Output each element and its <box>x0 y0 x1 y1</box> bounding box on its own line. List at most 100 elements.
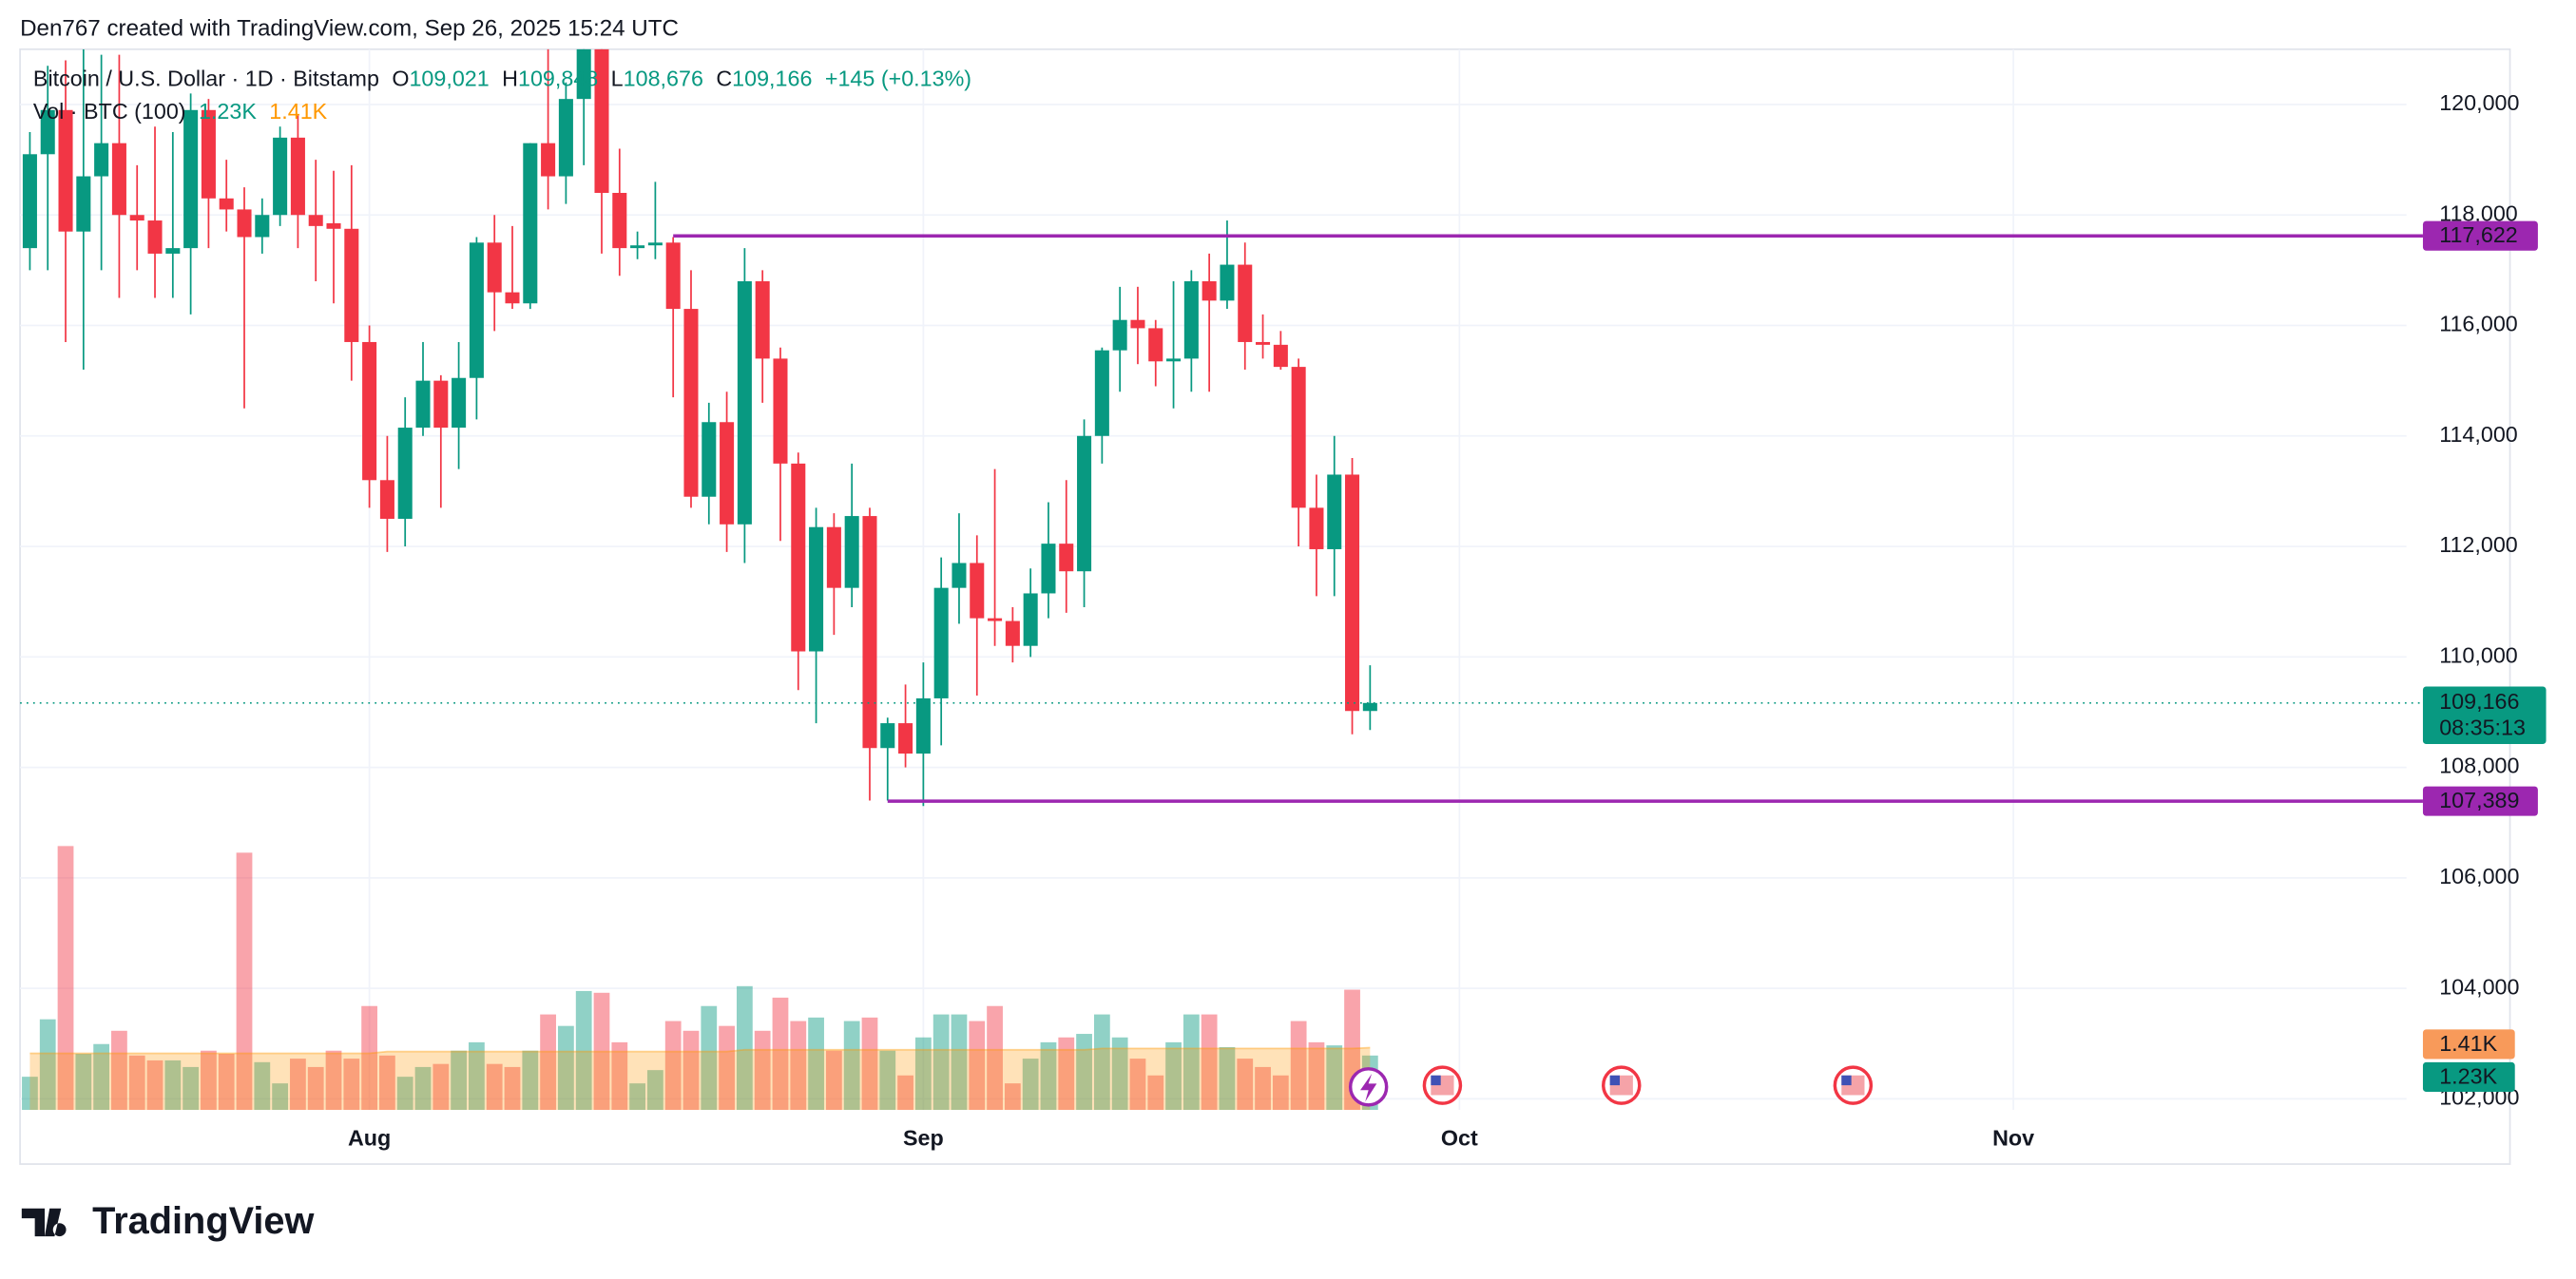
volume-bar <box>1308 1041 1325 1111</box>
candle-body <box>433 380 449 429</box>
volume-bar <box>183 1066 200 1111</box>
candle-body <box>594 48 609 193</box>
level-label-bg <box>2422 220 2538 251</box>
us-flag[interactable] <box>1422 1065 1463 1105</box>
candle-body <box>988 618 1003 621</box>
volume-ma: 1.41K <box>269 99 327 124</box>
level-label: 107,389 <box>2439 788 2519 812</box>
candle-body <box>1077 435 1092 572</box>
event-icons <box>1348 1065 1874 1107</box>
candle-body <box>970 563 985 619</box>
volume-bar <box>396 1077 413 1111</box>
level-label: 117,622 <box>2439 222 2518 247</box>
x-tick-label: Oct <box>1441 1125 1478 1150</box>
candle-body <box>612 192 627 249</box>
volume-bar <box>575 990 592 1111</box>
volume-bar <box>737 985 753 1111</box>
y-tick-label: 112,000 <box>2439 532 2518 557</box>
volume-bar <box>486 1063 503 1111</box>
candle-body <box>826 526 841 588</box>
volume-bar <box>379 1055 395 1111</box>
legend-c: C <box>716 67 732 91</box>
candle-body <box>915 697 931 754</box>
candle-body <box>1094 350 1109 436</box>
candle-body <box>415 380 431 429</box>
volume-bar <box>343 1059 360 1111</box>
candle-body <box>702 422 717 497</box>
volume-bar <box>39 1019 56 1111</box>
volume-label: 1.23K <box>2439 1063 2497 1088</box>
candle-body <box>1112 319 1127 351</box>
volume-bar <box>218 1053 235 1111</box>
brand: TradingView <box>21 1200 315 1242</box>
volume-bar <box>754 1030 771 1111</box>
y-tick-label: 120,000 <box>2439 90 2519 115</box>
candle-body <box>737 281 752 525</box>
volume-bar <box>1093 1014 1110 1111</box>
candle-body <box>952 563 967 588</box>
candle-body <box>344 228 359 342</box>
candle-body <box>40 109 55 155</box>
x-tick-label: Aug <box>348 1125 391 1150</box>
credit: Den767 created with TradingView.com, Sep… <box>20 15 679 41</box>
candles <box>22 48 1377 807</box>
candle-body <box>665 242 681 310</box>
last-price-label: 109,166 <box>2439 689 2519 714</box>
volume-ma-line <box>29 1046 1371 1055</box>
volume-bar <box>1272 1075 1289 1111</box>
y-tick-label: 104,000 <box>2439 974 2519 999</box>
volume-bar <box>861 1017 878 1111</box>
volume-bar <box>504 1066 521 1111</box>
candle-body <box>1327 474 1342 549</box>
volume-bar <box>1219 1046 1236 1111</box>
candle-body <box>558 99 573 177</box>
candle-body <box>1291 367 1306 508</box>
volume-bar <box>146 1059 163 1111</box>
volume-bar <box>325 1050 342 1111</box>
volume-bar <box>75 1053 92 1111</box>
x-tick-label: Nov <box>1992 1125 2034 1150</box>
candle-body <box>755 281 770 359</box>
candle-body <box>630 245 645 249</box>
volume-bar <box>111 1030 127 1111</box>
volume-bar <box>611 1041 628 1111</box>
volume-bar <box>664 1021 682 1111</box>
candle-body <box>22 154 37 249</box>
volume-bar <box>593 992 610 1111</box>
us-flag[interactable] <box>1602 1065 1642 1105</box>
volume-bar <box>164 1059 182 1111</box>
volume-bar <box>1165 1041 1182 1111</box>
volume-bar <box>414 1066 432 1111</box>
legend-h: H <box>502 67 518 91</box>
volume-bar <box>433 1063 450 1111</box>
volume-bar <box>719 1025 735 1111</box>
candle-body <box>58 109 73 232</box>
candle-body <box>362 341 377 481</box>
us-flag[interactable] <box>1833 1065 1874 1105</box>
volume-bar <box>558 1025 574 1111</box>
candle-body <box>720 422 735 525</box>
volume-bar <box>932 1014 950 1111</box>
legend-open: 109,021 <box>409 67 489 91</box>
candle-body <box>201 109 216 199</box>
candle-body <box>880 723 895 749</box>
candle-body <box>147 220 163 254</box>
candle-body <box>1201 281 1217 301</box>
volume-ma-label-bg <box>2422 1029 2515 1059</box>
legend: Bitcoin / U.S. Dollar · 1D · Bitstamp O1… <box>33 67 971 91</box>
volume-bar <box>93 1043 110 1111</box>
candle-body <box>255 215 270 238</box>
volume-current: 1.23K <box>199 99 257 124</box>
volume-bar <box>1237 1059 1254 1111</box>
candle-body <box>1256 341 1271 345</box>
candle-body <box>487 242 502 293</box>
brand-name: TradingView <box>92 1200 314 1242</box>
y-tick-label: 110,000 <box>2439 642 2518 667</box>
volume-bar <box>1111 1037 1128 1111</box>
last-price-bg <box>2422 686 2547 745</box>
volume-bar <box>629 1083 645 1111</box>
volume-bar <box>879 1050 896 1111</box>
volume-bar <box>22 1077 38 1111</box>
y-tick-label: 106,000 <box>2439 864 2519 888</box>
volume-bar <box>808 1017 824 1111</box>
